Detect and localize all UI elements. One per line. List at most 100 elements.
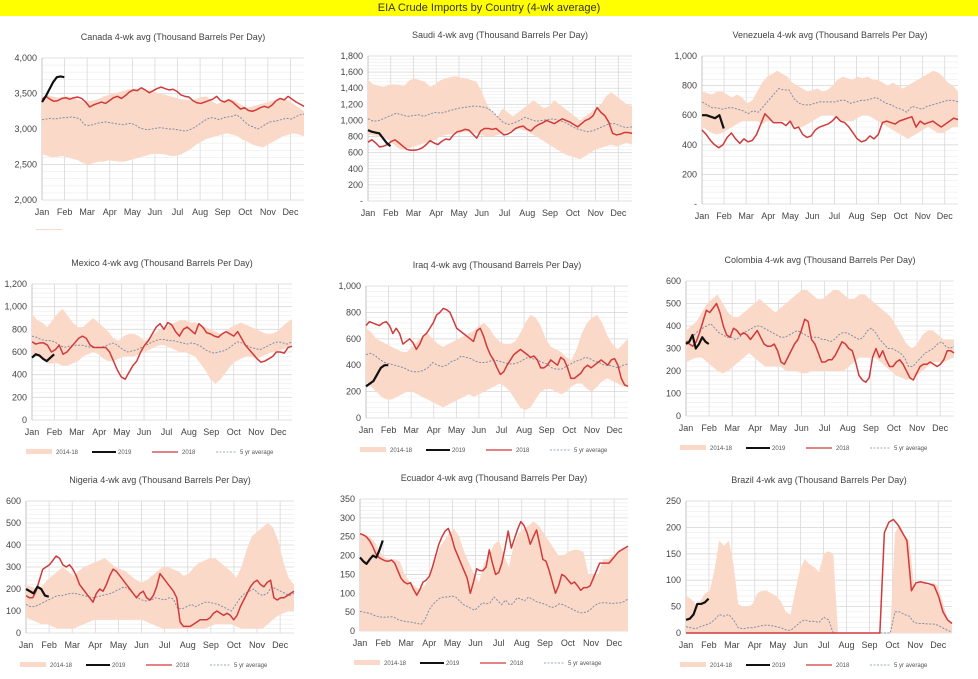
x-tick-label: Dec bbox=[937, 211, 954, 221]
y-tick-label: 1,000 bbox=[4, 302, 27, 312]
x-tick-label: Dec bbox=[271, 427, 288, 437]
y-tick-label: 600 bbox=[666, 276, 681, 286]
y-tick-label: 1,000 bbox=[340, 115, 363, 125]
x-tick-label: Jan bbox=[695, 211, 710, 221]
chart-title: Saudi 4-wk avg (Thousand Barrels Per Day… bbox=[412, 30, 588, 40]
x-tick-label: Jan bbox=[359, 425, 374, 435]
x-tick-label: Jun bbox=[793, 640, 808, 650]
x-tick-label: Apr bbox=[92, 427, 106, 437]
x-tick-label: Jul bbox=[829, 211, 841, 221]
y-tick-label: 400 bbox=[666, 321, 681, 331]
y-tick-label: 0 bbox=[350, 626, 355, 636]
x-tick-label: Jul bbox=[819, 423, 831, 433]
x-tick-label: Aug bbox=[181, 427, 197, 437]
line-2018 bbox=[701, 112, 959, 149]
x-tick-label: May bbox=[444, 638, 462, 648]
y-tick-label: 800 bbox=[682, 81, 697, 91]
x-tick-label: Jun bbox=[472, 425, 487, 435]
y-tick-label: 200 bbox=[682, 169, 697, 179]
line-2019 bbox=[41, 75, 65, 103]
y-tick-label: 1,200 bbox=[340, 99, 363, 109]
line-2019 bbox=[365, 364, 389, 388]
legend-label-band: 2014-18 bbox=[710, 663, 733, 669]
y-tick-label: 200 bbox=[348, 180, 363, 190]
x-tick-label: Jan bbox=[35, 207, 50, 217]
x-tick-label: Jan bbox=[353, 638, 368, 648]
x-tick-label: May bbox=[110, 640, 128, 650]
chart-panel-saudi: Saudi 4-wk avg (Thousand Barrels Per Day… bbox=[326, 16, 652, 230]
chart-panel-nigeria: Nigeria 4-wk avg (Thousand Barrels Per D… bbox=[0, 465, 326, 679]
x-tick-label: Sep bbox=[203, 427, 219, 437]
x-tick-label: Jan bbox=[361, 208, 376, 218]
x-tick-label: Mar bbox=[69, 427, 85, 437]
legend-label-avg: 5 yr average bbox=[234, 663, 268, 669]
x-tick-label: Jun bbox=[794, 423, 809, 433]
y-tick-label: 500 bbox=[666, 299, 681, 309]
y-tick-label: 0 bbox=[16, 628, 21, 638]
x-tick-label: May bbox=[769, 640, 787, 650]
x-tick-label: Jul bbox=[159, 640, 171, 650]
chart-nigeria: Nigeria 4-wk avg (Thousand Barrels Per D… bbox=[6, 475, 295, 669]
x-tick-label: Mar bbox=[64, 640, 80, 650]
x-tick-label: Feb bbox=[701, 423, 717, 433]
chart-title: Nigeria 4-wk avg (Thousand Barrels Per D… bbox=[69, 475, 251, 485]
x-tick-label: Nov bbox=[588, 208, 605, 218]
x-tick-label: Feb bbox=[716, 211, 732, 221]
x-tick-label: Sep bbox=[215, 207, 231, 217]
line-5yr-average bbox=[359, 595, 629, 625]
legend-label-2019: 2019 bbox=[452, 448, 466, 454]
y-tick-label: 200 bbox=[340, 551, 355, 561]
x-tick-label: Aug bbox=[516, 425, 532, 435]
y-tick-label: 350 bbox=[340, 494, 355, 504]
chart-venezuela: Venezuela 4-wk avg (Thousand Barrels Per… bbox=[674, 30, 959, 221]
legend-swatch-band bbox=[354, 660, 380, 665]
x-tick-label: Dec bbox=[930, 640, 947, 650]
chart-panel-canada: Canada 4-wk avg (Thousand Barrels Per Da… bbox=[0, 16, 326, 230]
y-tick-label: 400 bbox=[346, 360, 361, 370]
line-2019 bbox=[685, 597, 710, 621]
legend-label-avg: 5 yr average bbox=[894, 446, 928, 452]
x-tick-label: Aug bbox=[839, 640, 855, 650]
y-tick-label: 100 bbox=[340, 588, 355, 598]
chart-mexico: Mexico 4-wk avg (Thousand Barrels Per Da… bbox=[4, 258, 293, 456]
legend-label-2019: 2019 bbox=[772, 446, 786, 452]
y-tick-label: 250 bbox=[666, 496, 681, 506]
y-tick-label: 300 bbox=[6, 562, 21, 572]
x-tick-label: May bbox=[448, 425, 466, 435]
line-5yr-average bbox=[41, 113, 305, 132]
y-tick-label: 800 bbox=[348, 132, 363, 142]
x-tick-label: Jun bbox=[805, 211, 820, 221]
line-2018 bbox=[25, 555, 295, 628]
x-tick-label: Nov bbox=[909, 423, 926, 433]
y-tick-label: 0 bbox=[356, 413, 361, 423]
line-2018 bbox=[686, 518, 953, 634]
x-tick-label: Nov bbox=[583, 638, 600, 648]
x-tick-label: Jun bbox=[468, 638, 483, 648]
x-tick-label: Dec bbox=[606, 638, 623, 648]
line-2018 bbox=[359, 520, 629, 596]
band-2014-18 bbox=[360, 521, 628, 631]
x-tick-label: Jul bbox=[818, 640, 830, 650]
y-tick-label: 3,000 bbox=[14, 124, 37, 134]
x-tick-label: Aug bbox=[514, 638, 530, 648]
x-tick-label: Mar bbox=[79, 207, 95, 217]
x-tick-label: Oct bbox=[561, 638, 576, 648]
chart-iraq: Iraq 4-wk avg (Thousand Barrels Per Day)… bbox=[338, 260, 629, 454]
line-5yr-average bbox=[25, 586, 295, 612]
banner-title: EIA Crude Imports by Country (4-wk avera… bbox=[377, 2, 601, 14]
x-tick-label: Feb bbox=[47, 427, 63, 437]
y-tick-label: 400 bbox=[6, 540, 21, 550]
legend-label-band: 2014-18 bbox=[710, 446, 733, 452]
line-5yr-average bbox=[31, 335, 293, 354]
legend-label-2018: 2018 bbox=[516, 448, 530, 454]
chart-title: Mexico 4-wk avg (Thousand Barrels Per Da… bbox=[71, 258, 253, 268]
chart-panel-ecuador: Ecuador 4-wk avg (Thousand Barrels Per D… bbox=[326, 465, 652, 679]
line-2018 bbox=[685, 302, 955, 383]
x-tick-label: Nov bbox=[249, 640, 266, 650]
x-tick-label: Sep bbox=[203, 640, 219, 650]
x-tick-label: Oct bbox=[227, 427, 242, 437]
x-tick-label: May bbox=[782, 211, 800, 221]
x-tick-label: May bbox=[451, 208, 469, 218]
x-tick-label: Apr bbox=[427, 425, 441, 435]
x-tick-label: Dec bbox=[932, 423, 949, 433]
